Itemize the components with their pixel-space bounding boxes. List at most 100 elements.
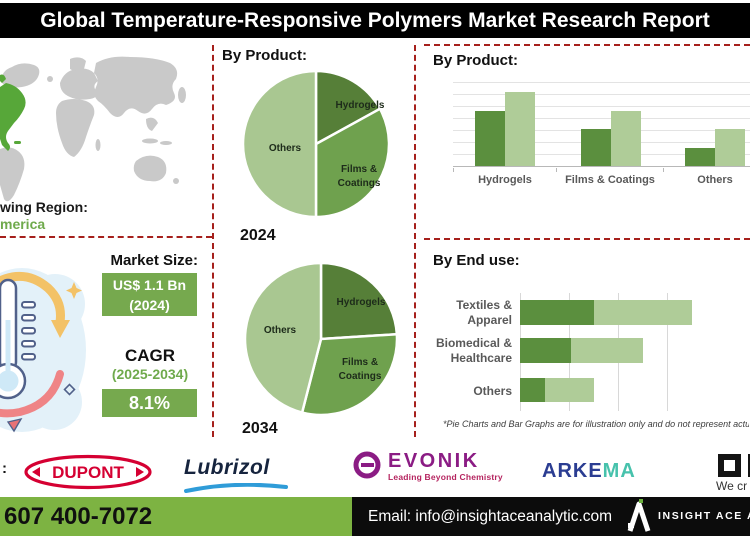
map-asia — [94, 56, 178, 117]
basf-square-icon — [718, 454, 741, 477]
footer-phone: 607 400-7072 — [4, 503, 153, 530]
lubrizol-swoosh-icon — [184, 482, 288, 493]
enduse-cat-textiles: Textiles & Apparel — [456, 298, 512, 327]
map-europe — [60, 68, 98, 100]
hbar-textiles — [520, 300, 716, 325]
pie2024-label-films: Films & Coatings — [337, 164, 381, 189]
bar-cat-others: Others — [697, 174, 733, 186]
red-arrow-icon — [0, 370, 64, 418]
sparkle-icon — [66, 282, 82, 299]
diamond-sparkle-icon — [63, 383, 76, 396]
hbar-seg-dark — [520, 300, 595, 325]
pie2034-label-films: Films & Coatings — [338, 357, 382, 382]
pie2034-year-label: 2034 — [242, 420, 278, 437]
x-axis-tick — [556, 168, 557, 172]
hbar-seg-light — [545, 378, 595, 402]
footer-email: Email: info@insightaceanalytic.com — [368, 508, 613, 525]
enduse-cat-others: Others — [473, 384, 512, 398]
footer-contact-panel: Email: info@insightaceanalytic.com INSIG… — [352, 497, 750, 536]
bar-light — [505, 92, 535, 166]
pie2024-year-label: 2024 — [240, 227, 276, 244]
pie-chart-2024 — [241, 69, 391, 219]
divider-vertical-right — [414, 45, 416, 437]
map-greenland — [1, 63, 40, 88]
bar-group-hydrogels — [475, 82, 535, 166]
bar-light — [611, 110, 641, 166]
hbar-others — [520, 378, 716, 402]
pie2034-label-hydrogels: Hydrogels — [336, 297, 386, 308]
hbar-seg-dark — [520, 378, 546, 402]
pie2024-label-hydrogels: Hydrogels — [335, 100, 385, 111]
market-size-value: US$ 1.1 Bn — [112, 277, 187, 293]
hbar-biomedical — [520, 338, 716, 363]
growing-region-label: wing Region: — [0, 199, 88, 215]
illustration-disclaimer-note: *Pie Charts and Bar Graphs are for illus… — [443, 419, 749, 429]
map-north-america-highlight — [0, 83, 26, 151]
cagr-label: CAGR — [124, 346, 176, 365]
hbar-seg-light — [570, 338, 644, 363]
lubrizol-logo: Lubrizol — [184, 456, 288, 498]
yellow-arrow-icon — [0, 271, 65, 327]
pie-chart-2034 — [243, 261, 399, 417]
bar-group-films — [581, 82, 641, 166]
key-players-label-remnant: : — [2, 460, 7, 477]
basf-square-partial-icon — [748, 454, 750, 477]
map-africa — [56, 99, 95, 157]
pie2024-label-others: Others — [268, 143, 302, 154]
dupont-left-arrow-icon — [32, 467, 40, 477]
product-bar-chart — [453, 82, 750, 167]
divider-horizontal-left — [0, 236, 212, 238]
market-size-value-box: US$ 1.1 Bn (2024) — [102, 273, 197, 316]
cagr-period: (2025-2034) — [111, 366, 189, 382]
dupont-logo: DUPONT — [24, 454, 152, 490]
dupont-right-arrow-icon — [136, 467, 144, 477]
footer-phone-panel: 607 400-7072 — [0, 497, 352, 536]
divider-horizontal-top-right — [424, 44, 750, 46]
enduse-bar-chart — [520, 293, 716, 411]
bar-group-others — [685, 82, 745, 166]
evonik-wordmark: EVONIK — [388, 450, 480, 472]
arkema-wordmark-teal: MA — [602, 460, 636, 482]
evonik-logo: EVONIK Leading Beyond Chemistry — [352, 450, 503, 482]
x-axis-tick — [663, 168, 664, 172]
hbar-seg-dark — [520, 338, 571, 363]
insight-ace-brand-text: INSIGHT ACE A — [658, 510, 750, 522]
map-south-america — [0, 147, 25, 202]
pie-section-title: By Product: — [222, 47, 308, 64]
bar-section-title: By Product: — [433, 52, 519, 69]
evonik-circle-e-icon — [353, 451, 381, 479]
bar-light — [715, 129, 745, 166]
bar-cat-films: Films & Coatings — [565, 174, 655, 186]
dupont-wordmark: DUPONT — [52, 463, 124, 482]
arkema-wordmark-navy: ARKE — [542, 460, 603, 482]
page-title: Global Temperature-Responsive Polymers M… — [40, 9, 710, 32]
thermometer-illustration — [0, 268, 86, 433]
triangle-decoration-icon — [6, 417, 23, 433]
hbar-seg-light — [594, 300, 693, 325]
enduse-cat-biomedical: Biomedical & Healthcare — [435, 336, 512, 365]
insight-ace-logo-icon — [627, 501, 651, 532]
insight-ace-logo-dot-icon — [639, 499, 643, 503]
bar-dark — [581, 129, 611, 166]
divider-horizontal-right — [424, 238, 750, 240]
divider-vertical-left — [212, 45, 214, 437]
pie2034-label-others: Others — [263, 325, 297, 336]
title-bar: Global Temperature-Responsive Polymers M… — [0, 3, 750, 38]
growing-region-value: merica — [0, 216, 46, 232]
cagr-value-box: 8.1% — [102, 389, 197, 417]
lubrizol-wordmark: Lubrizol — [184, 456, 270, 479]
x-axis-tick — [453, 168, 454, 172]
market-size-label: Market Size: — [110, 252, 198, 269]
cagr-value: 8.1% — [128, 393, 171, 413]
enduse-section-title: By End use: — [433, 252, 520, 269]
bar-dark — [475, 111, 505, 166]
bar-dark — [685, 148, 715, 166]
evonik-tagline: Leading Beyond Chemistry — [388, 472, 503, 482]
arkema-logo: ARKEMA — [542, 460, 636, 483]
world-map — [0, 56, 186, 202]
thermometer-icon — [0, 278, 36, 400]
map-australia — [133, 155, 167, 182]
basf-tagline-partial: We cr — [716, 479, 748, 493]
market-size-year: (2024) — [129, 297, 170, 313]
